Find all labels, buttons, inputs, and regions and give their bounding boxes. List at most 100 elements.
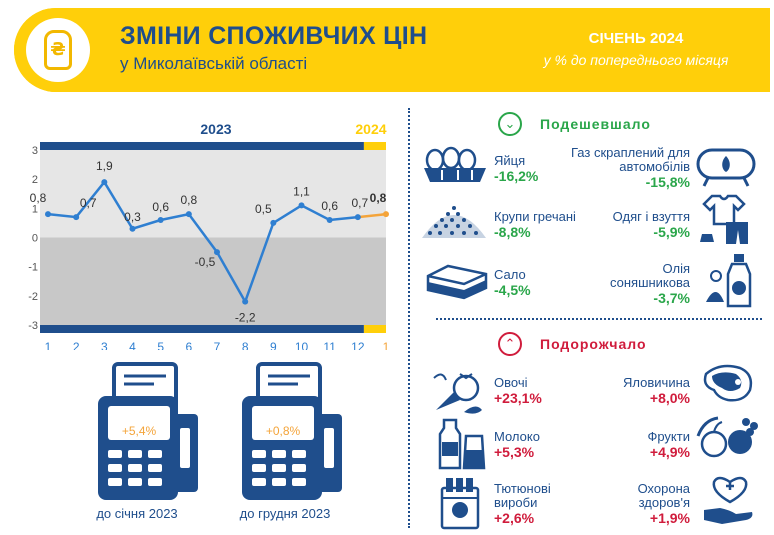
gas-tank-icon: [696, 148, 756, 187]
data-label: 0,3: [124, 210, 141, 224]
cumulative-value-1: +5,4%: [121, 424, 157, 438]
cumulative-value-2: +0,8%: [265, 424, 301, 438]
vegetables-icon: [433, 373, 482, 414]
data-point: [45, 211, 51, 218]
pricier-item-vegetables: Овочі +23,1%: [494, 375, 542, 407]
cumulative-caption-1: до січня 2023: [96, 506, 178, 521]
pricier-section-header: ⌃ Подорожчало: [498, 332, 647, 356]
lard-icon: [426, 264, 488, 300]
cheaper-section-header: ⌄ Подешевшало: [498, 112, 651, 136]
period-label: СІЧЕНЬ 2024: [588, 30, 684, 47]
chart-bottom-bar-2023: [40, 325, 364, 333]
year-label-2024: 2024: [355, 121, 386, 137]
cheaper-item-lard: Сало -4,5%: [494, 267, 531, 299]
pricier-item-tobacco: Тютюнові вироби +2,6%: [494, 481, 551, 527]
x-tick-label: 2: [73, 340, 80, 350]
data-label: -0,5: [195, 255, 216, 269]
horizontal-divider: [436, 318, 762, 320]
chart-negative-band: [40, 237, 386, 325]
chart-positive-band: [40, 150, 386, 238]
wallet-icon: ₴: [44, 30, 72, 70]
x-tick-label: 6: [185, 340, 192, 350]
y-tick-label: -1: [28, 262, 38, 274]
data-label: 0,6: [321, 199, 338, 213]
healthcare-icon: [704, 476, 753, 524]
chart-bottom-bar-2024: [363, 325, 386, 333]
data-point: [354, 214, 361, 221]
y-tick-label: -2: [28, 291, 38, 303]
eggs-icon: [424, 146, 486, 182]
data-label: 0,6: [152, 200, 169, 214]
x-tick-label: 1: [45, 340, 52, 350]
year-label-2023: 2023: [200, 121, 231, 137]
data-label: 0,7: [80, 196, 97, 210]
beef-icon: [703, 364, 753, 402]
terminal-icon-1: [98, 362, 198, 500]
milk-icon: [438, 418, 486, 470]
y-tick-label: 3: [32, 145, 38, 157]
header-title-block: ₴ ЗМІНИ СПОЖИВЧИХ ЦІН у Миколаївській об…: [14, 8, 506, 92]
data-point: [383, 211, 389, 218]
buckwheat-icon: [422, 206, 486, 238]
cheaper-item-oil: Олія соняшникова -3,7%: [609, 261, 690, 307]
cheaper-item-eggs: Яйця -16,2%: [494, 153, 539, 185]
x-tick-label: 4: [129, 340, 136, 350]
pricier-item-fruits: Фрукти +4,9%: [647, 429, 690, 461]
data-point: [242, 298, 249, 305]
x-tick-label: 10: [295, 340, 309, 350]
x-tick-label: 11: [323, 340, 336, 350]
cheaper-item-buckwheat: Крупи гречані -8,8%: [494, 209, 576, 241]
chevron-up-icon: ⌃: [498, 332, 522, 356]
chart-top-bar-2023: [40, 142, 364, 150]
terminal-icon-2: [242, 362, 342, 500]
hryvnia-icon: ₴: [50, 39, 66, 60]
cheaper-item-gas: Газ скраплений для автомобілів -15,8%: [571, 145, 690, 191]
data-point: [326, 217, 333, 223]
x-tick-label: 3: [101, 340, 108, 350]
data-label: 1,9: [96, 159, 113, 173]
x-tick-label: 12: [351, 340, 365, 350]
y-tick-label: 0: [32, 233, 38, 245]
fruits-icon: [696, 416, 758, 458]
x-tick-label: 8: [242, 340, 249, 350]
oil-bottle-icon: [706, 254, 752, 308]
data-point: [270, 219, 277, 226]
header-banner: ₴ ЗМІНИ СПОЖИВЧИХ ЦІН у Миколаївській об…: [14, 8, 770, 92]
data-point: [157, 217, 164, 223]
series-line-2023: [47, 179, 358, 305]
y-tick-label: -3: [28, 320, 38, 332]
data-label: 0,8: [30, 191, 47, 205]
cheaper-item-clothes: Одяг і взуття -5,9%: [612, 209, 690, 241]
data-point: [101, 179, 108, 186]
series-line-2024: [357, 212, 387, 219]
x-tick-label: 9: [270, 340, 277, 350]
data-label: 0,8: [370, 191, 387, 205]
cumulative-caption-2: до грудня 2023: [239, 506, 331, 521]
data-label: 0,5: [255, 202, 272, 216]
page-subtitle: у Миколаївській області: [120, 54, 308, 73]
logo: ₴: [26, 18, 90, 82]
pricier-item-beef: Яловичина +8,0%: [623, 375, 690, 407]
y-tick-label: 1: [32, 203, 38, 215]
x-tick-label: 7: [214, 340, 221, 350]
page-title: ЗМІНИ СПОЖИВЧИХ ЦІН: [120, 22, 428, 50]
x-tick-label: 5: [157, 340, 164, 350]
chart-top-bar-2024: [363, 142, 386, 150]
data-point: [129, 225, 136, 232]
data-point: [73, 214, 80, 221]
data-point: [214, 249, 220, 256]
data-label: -2,2: [235, 311, 256, 325]
data-label: 0,7: [351, 196, 368, 210]
pricier-item-milk: Молоко +5,3%: [494, 429, 540, 461]
x-tick-label: 1: [383, 340, 390, 350]
clothes-icon: [700, 194, 748, 244]
data-label: 0,8: [180, 193, 197, 207]
header-period-block: СІЧЕНЬ 2024 у % до попереднього місяця: [502, 8, 770, 92]
data-label: 1,1: [293, 184, 310, 198]
unit-label: у % до попереднього місяця: [543, 52, 729, 68]
data-point: [185, 211, 192, 218]
cheaper-label: Подешевшало: [540, 116, 651, 132]
chevron-down-icon: ⌄: [498, 112, 522, 136]
data-point: [298, 202, 305, 209]
